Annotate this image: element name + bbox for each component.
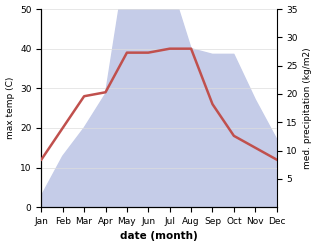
X-axis label: date (month): date (month) — [120, 231, 198, 242]
Y-axis label: max temp (C): max temp (C) — [5, 77, 15, 139]
Y-axis label: med. precipitation (kg/m2): med. precipitation (kg/m2) — [303, 47, 313, 169]
